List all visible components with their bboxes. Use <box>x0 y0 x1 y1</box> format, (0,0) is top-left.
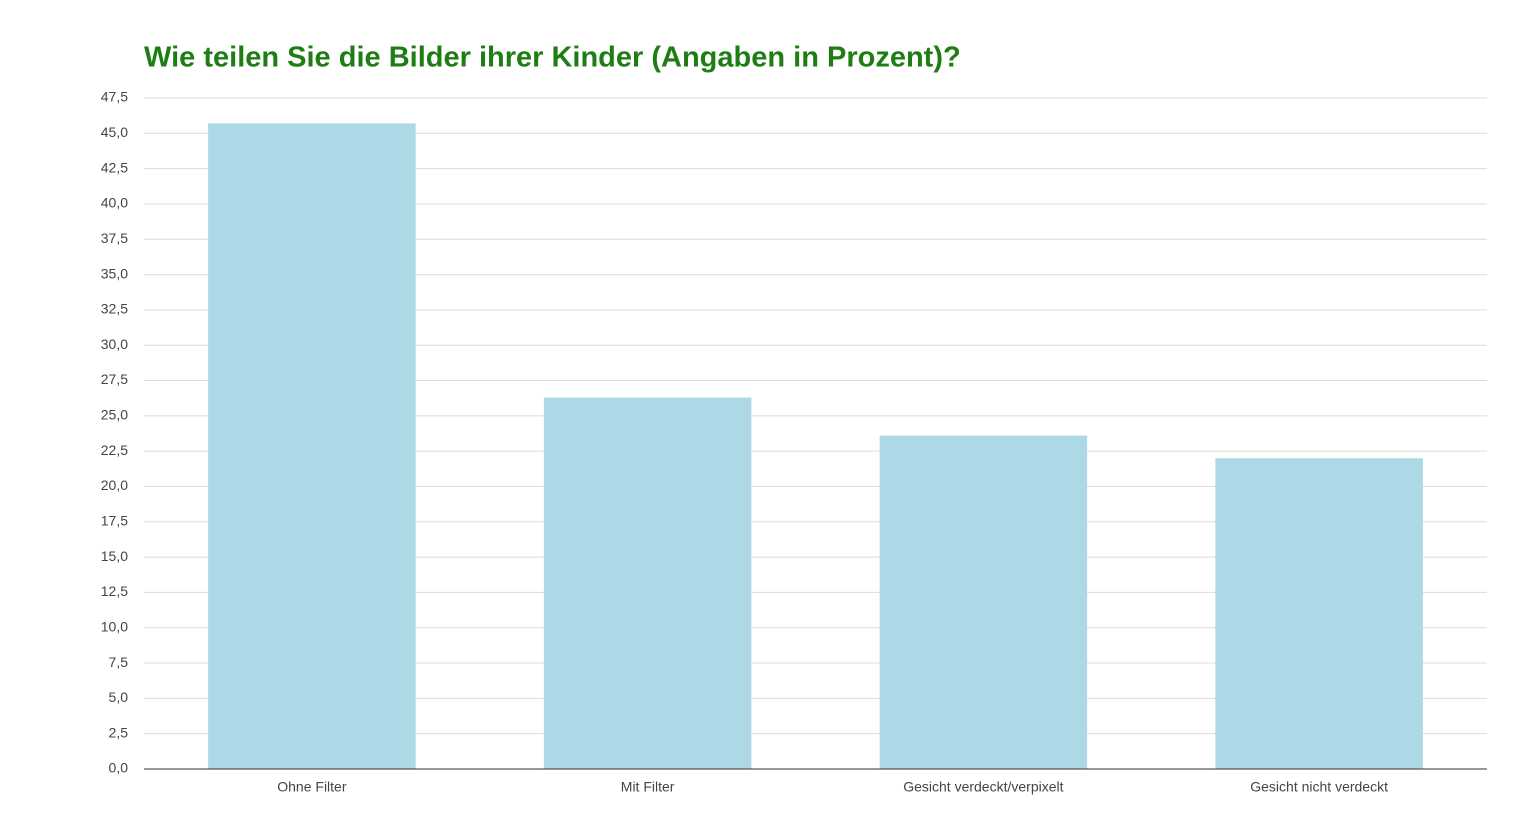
bar <box>1215 458 1423 769</box>
bar <box>543 397 752 769</box>
y-tick-label: 40,0 <box>101 195 128 211</box>
y-tick-label: 35,0 <box>101 265 128 281</box>
x-tick-label: Ohne Filter <box>277 779 347 795</box>
y-tick-label: 22,5 <box>101 442 128 458</box>
x-tick-label: Gesicht verdeckt/verpixelt <box>903 779 1063 795</box>
y-tick-label: 15,0 <box>101 548 128 564</box>
y-tick-label: 0,0 <box>109 760 129 776</box>
y-tick-label: 5,0 <box>109 689 129 705</box>
y-tick-label: 17,5 <box>101 512 128 528</box>
y-tick-label: 30,0 <box>101 336 128 352</box>
y-tick-label: 37,5 <box>101 230 128 246</box>
y-tick-label: 45,0 <box>101 124 128 140</box>
bar <box>879 435 1088 769</box>
y-tick-label: 2,5 <box>109 724 129 740</box>
y-tick-label: 12,5 <box>101 583 128 599</box>
y-tick-label: 10,0 <box>101 618 128 634</box>
chart-title: Wie teilen Sie die Bilder ihrer Kinder (… <box>144 42 961 74</box>
y-tick-label: 27,5 <box>101 371 128 387</box>
y-tick-label: 25,0 <box>101 407 128 423</box>
y-tick-label: 32,5 <box>101 301 128 317</box>
y-tick-label: 42,5 <box>101 159 128 175</box>
y-tick-label: 7,5 <box>109 654 129 670</box>
y-tick-label: 47,5 <box>101 89 128 105</box>
x-tick-label: Mit Filter <box>621 779 675 795</box>
y-tick-label: 20,0 <box>101 477 128 493</box>
bar <box>208 123 416 769</box>
x-tick-label: Gesicht nicht verdeckt <box>1250 779 1388 795</box>
